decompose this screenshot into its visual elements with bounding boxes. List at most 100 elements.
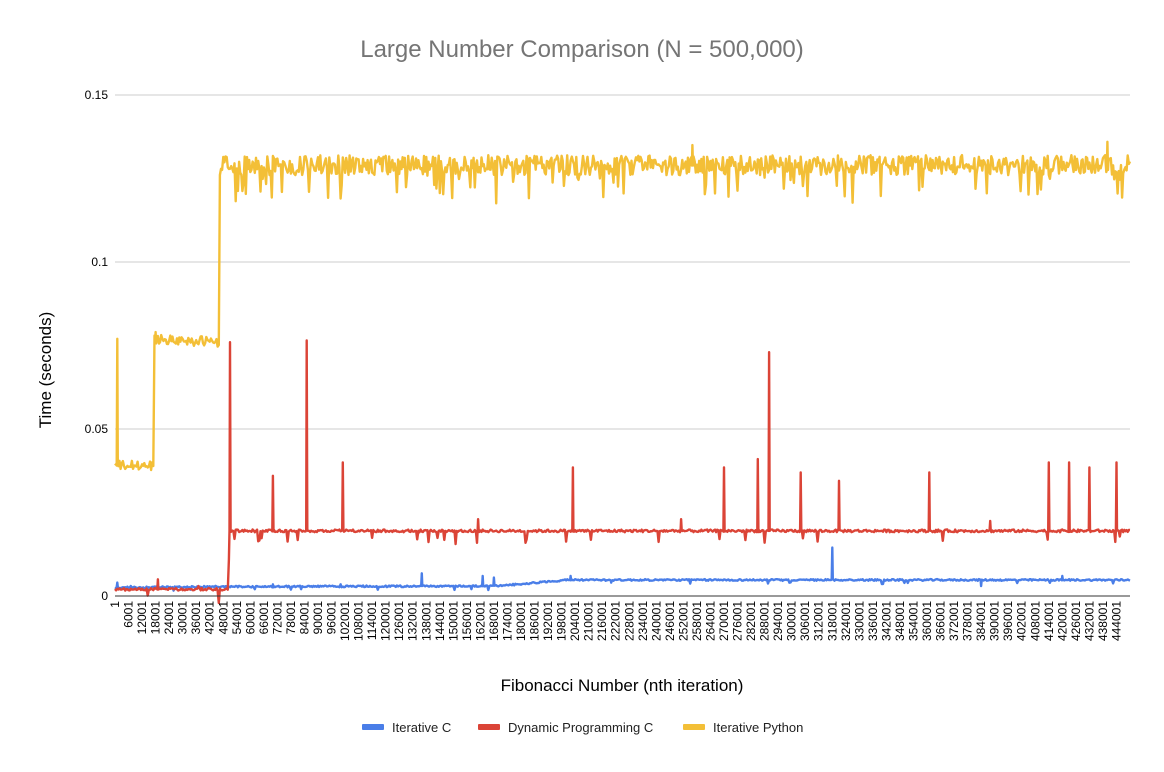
x-tick-label: 108001 — [352, 601, 366, 641]
y-tick-label: 0.15 — [85, 88, 109, 102]
x-tick-label: 102001 — [338, 601, 352, 641]
x-tick-label: 366001 — [934, 601, 948, 641]
x-tick-label: 156001 — [460, 601, 474, 641]
x-tick-label: 78001 — [284, 601, 298, 635]
x-tick-label: 426001 — [1069, 601, 1083, 641]
x-tick-label: 330001 — [852, 601, 866, 641]
x-tick-label: 12001 — [135, 601, 149, 635]
x-tick-label: 48001 — [216, 601, 230, 635]
y-tick-label: 0.05 — [85, 422, 109, 436]
y-axis-ticks: 0 0.05 0.1 0.15 — [85, 88, 109, 603]
x-tick-label: 192001 — [541, 601, 555, 641]
x-tick-label: 6001 — [122, 601, 136, 628]
x-tick-label: 270001 — [717, 601, 731, 641]
x-tick-label: 42001 — [203, 601, 217, 635]
x-tick-label: 414001 — [1042, 601, 1056, 641]
y-axis-title: Time (seconds) — [36, 312, 55, 429]
legend-item: Dynamic Programming C — [478, 720, 653, 735]
x-tick-label: 324001 — [839, 601, 853, 641]
x-tick-label: 186001 — [528, 601, 542, 641]
series-lines — [114, 140, 1132, 605]
x-tick-label: 222001 — [609, 601, 623, 641]
x-tick-label: 282001 — [744, 601, 758, 641]
legend-swatch — [478, 724, 500, 730]
x-tick-label: 354001 — [906, 601, 920, 641]
legend-label: Iterative C — [392, 720, 451, 735]
x-tick-label: 180001 — [514, 601, 528, 641]
x-tick-label: 402001 — [1015, 601, 1029, 641]
x-tick-label: 408001 — [1028, 601, 1042, 641]
legend-label: Iterative Python — [713, 720, 803, 735]
x-tick-label: 252001 — [676, 601, 690, 641]
x-tick-label: 264001 — [703, 601, 717, 641]
gridlines — [115, 94, 1130, 430]
x-tick-label: 162001 — [473, 601, 487, 641]
x-tick-label: 276001 — [731, 601, 745, 641]
x-tick-label: 228001 — [622, 601, 636, 641]
x-tick-label: 126001 — [392, 601, 406, 641]
x-tick-label: 96001 — [325, 601, 339, 635]
x-tick-label: 72001 — [270, 601, 284, 635]
legend-item: Iterative C — [362, 720, 451, 735]
x-tick-label: 312001 — [812, 601, 826, 641]
series-line-dynamic-programming-c — [114, 339, 1131, 605]
x-tick-label: 198001 — [555, 601, 569, 641]
x-tick-label: 300001 — [785, 601, 799, 641]
x-tick-label: 306001 — [798, 601, 812, 641]
x-tick-label: 234001 — [636, 601, 650, 641]
x-tick-label: 30001 — [176, 601, 190, 635]
chart-title: Large Number Comparison (N = 500,000) — [360, 36, 804, 63]
x-tick-label: 174001 — [500, 601, 514, 641]
x-tick-label: 372001 — [947, 601, 961, 641]
x-tick-label: 144001 — [433, 601, 447, 641]
legend-label: Dynamic Programming C — [508, 720, 653, 735]
x-tick-label: 204001 — [568, 601, 582, 641]
x-tick-label: 360001 — [920, 601, 934, 641]
x-tick-label: 66001 — [257, 601, 271, 635]
x-tick-label: 420001 — [1055, 601, 1069, 641]
x-tick-label: 36001 — [189, 601, 203, 635]
x-tick-label: 438001 — [1096, 601, 1110, 641]
legend-swatch — [683, 724, 705, 730]
x-tick-label: 240001 — [649, 601, 663, 641]
x-axis-ticks: 1 6001 12001 18001 24001 30001 36001 42001 48001… — [108, 601, 1123, 641]
x-tick-label: 348001 — [893, 601, 907, 641]
x-tick-label: 18001 — [149, 601, 163, 635]
x-tick-label: 1 — [108, 601, 122, 608]
legend: Iterative C Dynamic Programming C Iterativ… — [362, 720, 803, 735]
series-line-iterative-python — [114, 140, 1132, 472]
x-tick-label: 132001 — [406, 601, 420, 641]
x-tick-label: 288001 — [758, 601, 772, 641]
x-tick-label: 150001 — [446, 601, 460, 641]
x-tick-label: 24001 — [162, 601, 176, 635]
x-tick-label: 114001 — [365, 601, 379, 640]
legend-swatch — [362, 724, 384, 730]
y-tick-label: 0 — [101, 589, 108, 603]
x-tick-label: 54001 — [230, 601, 244, 635]
x-tick-label: 342001 — [879, 601, 893, 641]
x-tick-label: 432001 — [1082, 601, 1096, 641]
x-tick-label: 336001 — [866, 601, 880, 641]
x-tick-label: 378001 — [961, 601, 975, 641]
x-tick-label: 246001 — [663, 601, 677, 641]
x-tick-label: 318001 — [825, 601, 839, 641]
x-tick-label: 384001 — [974, 601, 988, 641]
x-tick-label: 258001 — [690, 601, 704, 641]
x-tick-label: 120001 — [379, 601, 393, 641]
x-tick-label: 444001 — [1109, 601, 1123, 641]
x-tick-label: 90001 — [311, 601, 325, 635]
x-tick-label: 60001 — [243, 601, 257, 635]
x-tick-label: 210001 — [582, 601, 596, 641]
legend-item: Iterative Python — [683, 720, 803, 735]
x-tick-label: 216001 — [595, 601, 609, 641]
x-tick-label: 168001 — [487, 601, 501, 641]
x-tick-label: 84001 — [297, 601, 311, 635]
x-tick-label: 396001 — [1001, 601, 1015, 641]
series-line-iterative-c — [114, 546, 1131, 592]
y-tick-label: 0.1 — [91, 255, 108, 269]
x-tick-label: 138001 — [419, 601, 433, 641]
x-tick-label: 390001 — [988, 601, 1002, 641]
x-tick-label: 294001 — [771, 601, 785, 641]
x-axis-title: Fibonacci Number (nth iteration) — [501, 676, 744, 695]
